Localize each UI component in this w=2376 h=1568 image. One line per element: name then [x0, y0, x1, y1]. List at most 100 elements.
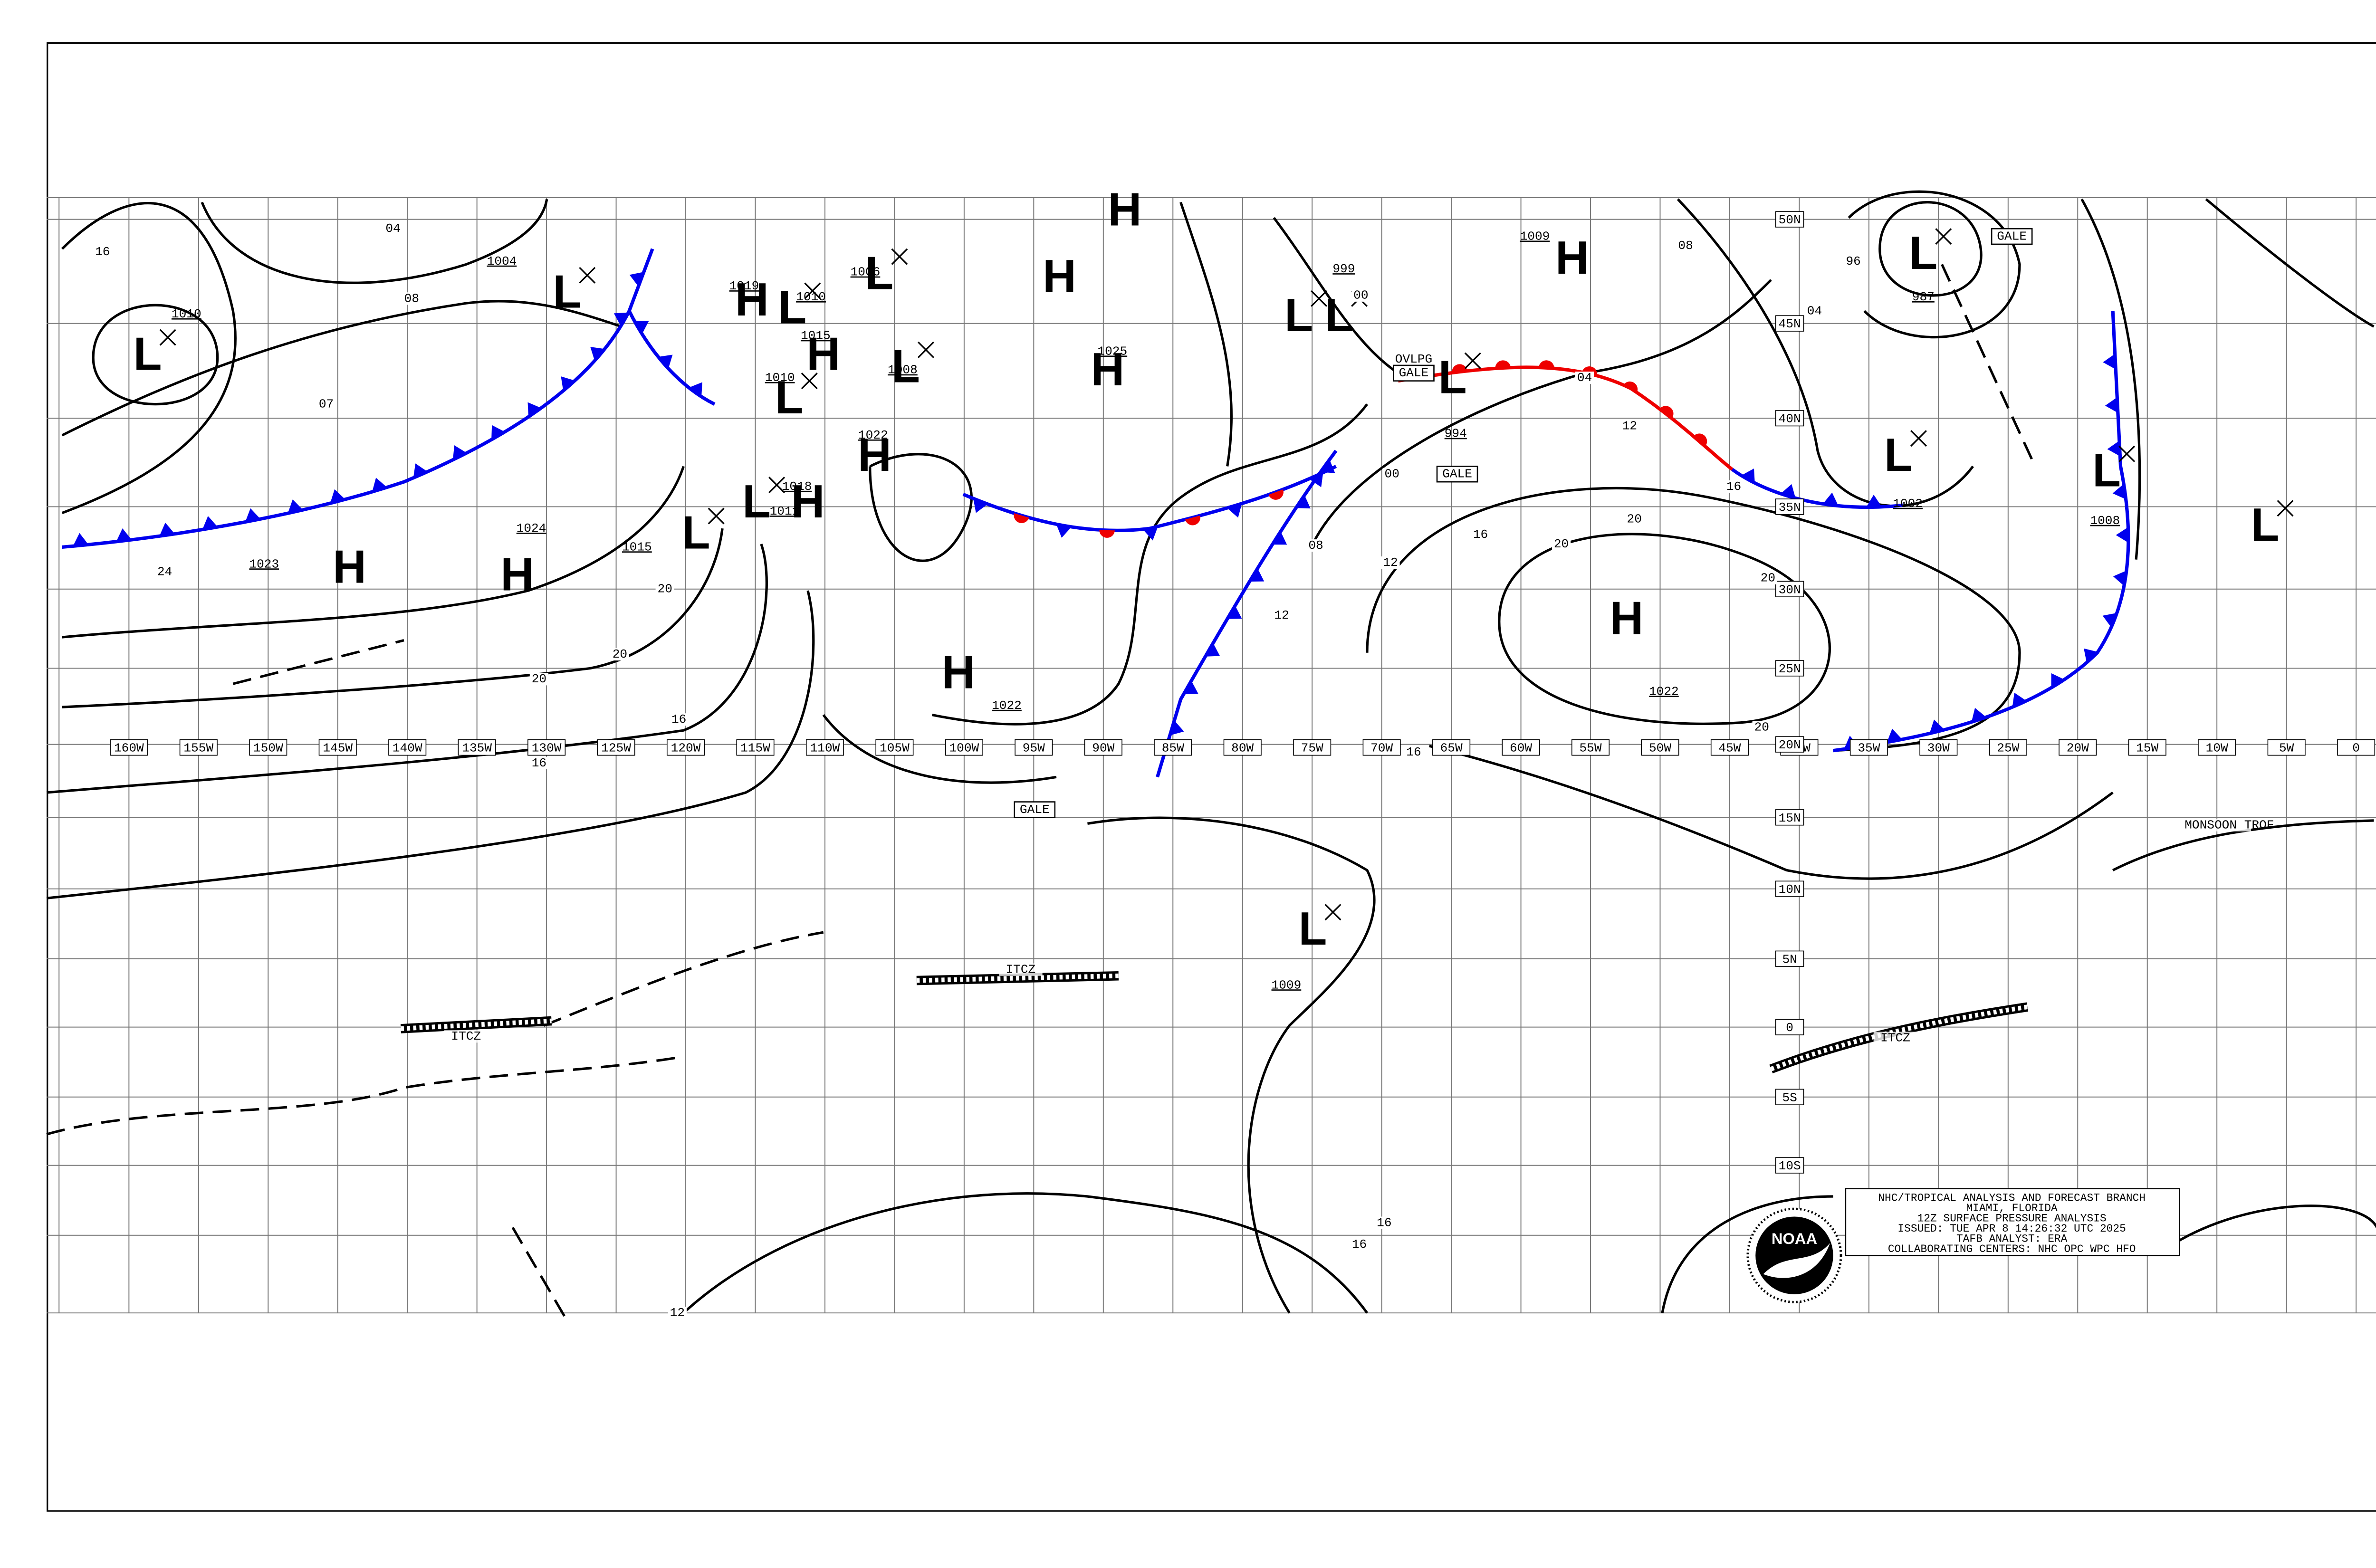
contour-label-bg — [670, 713, 689, 726]
pressure-center-symbol: H — [858, 429, 891, 481]
central-pressure: 1019 — [729, 279, 759, 293]
contour-label: 96 — [1846, 254, 1861, 268]
central-pressure: 1009 — [1520, 229, 1550, 244]
lat-label: 40N — [1779, 412, 1801, 426]
info-line: 12Z SURFACE PRESSURE ANALYSIS — [1917, 1212, 2107, 1224]
lon-label: 55W — [1580, 741, 1602, 755]
central-pressure: 1010 — [796, 290, 826, 304]
central-pressure: 1004 — [487, 254, 517, 268]
isobar — [2205, 198, 2375, 328]
warm-front-mark — [1268, 489, 1284, 500]
gale-box — [1436, 466, 1478, 483]
central-pressure: 994 — [1445, 427, 1467, 441]
lat-label: 10S — [1779, 1159, 1801, 1173]
cold-front-mark — [1320, 459, 1335, 473]
lon-label: 130W — [532, 741, 562, 755]
feature-label-bg — [2207, 819, 2251, 832]
pressure-center-symbol: H — [1043, 250, 1076, 302]
pressure-center-symbol: H — [1108, 183, 1142, 235]
isobar — [869, 453, 973, 562]
cold-front-mark — [245, 508, 261, 522]
cold-front-mark — [634, 320, 649, 334]
cold-front-mark — [2107, 440, 2120, 457]
lon-label: 20W — [2067, 741, 2089, 755]
trough — [543, 931, 824, 1027]
pressure-center-symbol: L — [2092, 444, 2121, 497]
low-position-x — [2118, 445, 2136, 462]
info-line: COLLABORATING CENTERS: NHC OPC WPC HFO — [1888, 1243, 2136, 1255]
pressure-center-symbol: L — [865, 247, 893, 299]
lon-label: 5W — [2279, 741, 2294, 755]
lon-label-box — [179, 739, 218, 756]
cold-front-mark — [658, 354, 673, 369]
lon-label-box — [2198, 739, 2236, 756]
lon-label-box — [1154, 739, 1192, 756]
isobar — [822, 714, 1057, 784]
lon-label-box — [736, 739, 775, 756]
pressure-center-symbol: L — [134, 328, 162, 380]
low-position-x — [1311, 290, 1328, 307]
low-position-x — [917, 341, 934, 358]
lon-label: 35W — [1858, 741, 1880, 755]
lon-label-box — [110, 739, 148, 756]
cold-front-mark — [613, 312, 629, 326]
contour-label: 08 — [1308, 538, 1323, 553]
pressure-center-symbol: L — [682, 506, 710, 558]
contour-label-bg — [93, 246, 112, 258]
lat-label-box — [1775, 1019, 1804, 1035]
contour-label-bg — [1552, 537, 1571, 550]
logo-text: NOAA — [1772, 1230, 1817, 1247]
gale-box — [1991, 228, 2033, 245]
cold-front-mark — [629, 272, 644, 287]
contour-label-bg — [402, 292, 421, 305]
contour-label: 20 — [1554, 537, 1569, 551]
labels: 160W 155W 150W 145W 140W 135W 130W 125W 120W 115W… — [93, 183, 2376, 1320]
lon-label: 125W — [601, 741, 631, 755]
lon-label: 95W — [1023, 741, 1045, 755]
itcz-hatch — [916, 973, 1119, 983]
central-pressure: 1022 — [858, 428, 888, 442]
low-position-x — [768, 477, 786, 494]
cold-front-mark — [1741, 468, 1755, 483]
lat-label-box — [1775, 581, 1804, 597]
lon-label-box — [805, 739, 844, 756]
lon-label-box — [597, 739, 635, 756]
central-pressure: 999 — [1332, 262, 1355, 276]
lon-label: 135W — [462, 741, 492, 755]
contour-label-bg — [1724, 480, 1744, 493]
contour-label: 16 — [1726, 479, 1741, 494]
isobar — [1179, 201, 1233, 467]
central-pressure: 1015 — [622, 540, 652, 554]
lon-label: 45W — [1718, 741, 1741, 755]
lat-label-box — [1775, 211, 1804, 228]
cold-front-mark — [1169, 720, 1184, 736]
contour-label-bg — [316, 398, 336, 411]
cold-front-mark — [1272, 531, 1287, 545]
cold-front-mark — [287, 499, 303, 514]
low-position-x — [579, 267, 596, 284]
contour-label: 08 — [1678, 239, 1693, 253]
pressure-center-symbol: L — [1884, 429, 1913, 481]
isobar — [46, 590, 815, 899]
low-position-x — [159, 329, 176, 346]
isobar — [61, 300, 622, 437]
contour-label: 16 — [1352, 1237, 1367, 1252]
isobar — [2080, 198, 2141, 560]
feature-label: OVLPG — [1395, 352, 1432, 366]
lat-label: 15N — [1779, 811, 1801, 825]
cold-front-mark — [372, 478, 387, 492]
contour-label-bg — [1404, 746, 1423, 759]
cold-front-mark — [1227, 605, 1242, 619]
lat-label-box — [1775, 950, 1804, 967]
isobar — [61, 202, 237, 514]
contour-label-bg — [1805, 305, 1824, 317]
contour-label: 04 — [1807, 304, 1822, 318]
cold-front-mark — [1929, 719, 1945, 734]
cold-front-mark — [590, 347, 605, 361]
contour-label: 16 — [1377, 1215, 1391, 1230]
lon-label: 140W — [393, 741, 422, 755]
cold-front — [1833, 311, 2130, 753]
pressure-center-symbol: L — [2251, 498, 2280, 551]
isobar — [1366, 487, 2021, 752]
contour-label: 16 — [532, 756, 546, 770]
